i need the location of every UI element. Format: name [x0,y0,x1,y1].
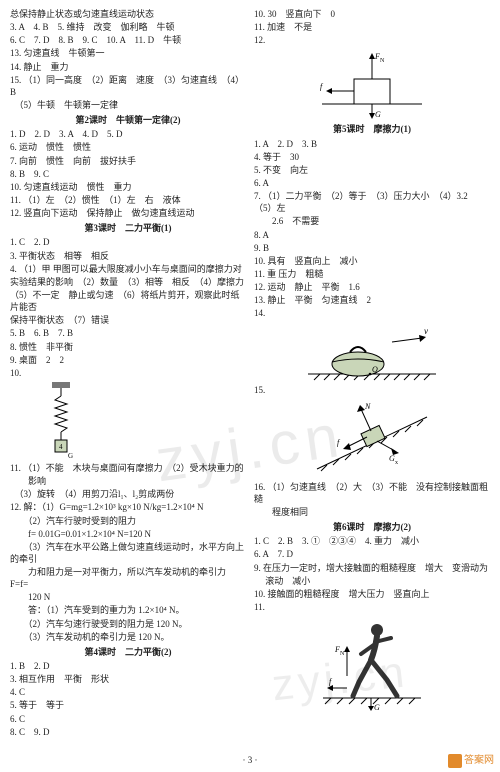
text-line: 2.6 不需要 [254,215,490,227]
text-line: 6. A [254,177,490,189]
svg-text:f: f [320,82,324,91]
text-line: 实验结果的影响 （2）数量 （3）相等 相反 （4）摩擦力 [10,276,246,288]
text-line: 11. （1）左 （2）惯性 （1）左 右 液体 [10,194,246,206]
text-line: 15. （1）同一高度 （2）距离 速度 （3）匀速直线 （4）B [10,74,246,98]
text-line: 14. 静止 重力 [10,61,246,73]
text-line: 10. 匀速直线运动 惯性 重力 [10,181,246,193]
svg-text:f: f [337,438,341,447]
text-line: 1. D 2. D 3. A 4. D 5. D [10,128,246,140]
text-line: 8. 惯性 非平衡 [10,341,246,353]
section-heading: 第5课时 摩擦力(1) [254,123,490,135]
svg-text:O: O [372,365,378,374]
text-line: （2）汽车匀速行驶受到的阻力是 120 N。 [10,618,246,630]
svg-text:G: G [375,110,381,119]
text-line: 120 N [10,591,246,603]
section-heading: 第4课时 二力平衡(2) [10,646,246,658]
right-column: 10. 30 竖直向下 0 11. 加速 不是 12. FN f G [254,8,490,748]
text-line: 10. [10,367,246,379]
figure-box-forces: FN f G [254,49,490,119]
text-line: 13. 匀速直线 牛顿第一 [10,47,246,59]
text-line: 11. [254,601,490,613]
text-line: 7. 向前 惯性 向前 拔好扶手 [10,155,246,167]
text-line: 影响 [10,475,246,487]
text-line: 16. （1）匀速直线 （2）大 （3）不能 没有控制接触面粗糙 [254,481,490,505]
text-line: 8. C 9. D [10,726,246,738]
text-line: 总保持静止状态或匀速直线运动状态 [10,8,246,20]
text-line: 6. A 7. D [254,548,490,560]
text-line: 10. 30 竖直向下 0 [254,8,490,20]
text-line: 1. C 2. B 3. ① ②③④ 4. 重力 减小 [254,535,490,547]
text-line: 9. 在压力一定时，增大接触面的粗糙程度 增大 变滑动为 [254,562,490,574]
text-line: （3）旋转 （4）用剪刀沿l₁、l₂剪成两份 [10,488,246,500]
svg-text:f: f [329,677,333,686]
text-line: 3. 相互作用 平衡 形状 [10,673,246,685]
text-line: （5）不一定 静止或匀速 （6）将纸片剪开，观察此时纸片能否 [10,289,246,313]
text-line: 滚动 减小 [254,575,490,587]
text-line: 10. 具有 竖直向上 减小 [254,255,490,267]
figure-incline: N f Gx [254,399,490,479]
text-line: 1. C 2. D [10,236,246,248]
text-line: 9. B [254,242,490,254]
text-line: 11. 重 压力 粗糙 [254,268,490,280]
page: 总保持静止状态或匀速直线运动状态 3. A 4. B 5. 维持 改变 伽利略 … [0,0,500,772]
text-line: 10. 接触面的粗糙程度 增大压力 竖直向上 [254,588,490,600]
text-line: 4. 等于 30 [254,151,490,163]
svg-text:N: N [364,402,371,411]
text-line: 12. 解：（1）G=mg=1.2×10³ kg×10 N/kg=1.2×10⁴… [10,501,246,513]
text-line: 1. A 2. D 3. B [254,138,490,150]
text-line: 4. （1）甲 甲图可以最大限度减小小车与桌面间的摩擦力对 [10,263,246,275]
text-line: 13. 静止 平衡 匀速直线 2 [254,294,490,306]
text-line: 12. 竖直向下运动 保持静止 做匀速直线运动 [10,207,246,219]
left-column: 总保持静止状态或匀速直线运动状态 3. A 4. B 5. 维持 改变 伽利略 … [10,8,246,748]
text-line: 保持平衡状态 （7）错误 [10,314,246,326]
text-line: 11. （1）不能 木块与桌面间有摩擦力 （2）受木块重力的 [10,462,246,474]
text-line: 程度相同 [254,506,490,518]
svg-text:N: N [340,651,345,657]
section-heading: 第2课时 牛顿第一定律(2) [10,114,246,126]
text-line: 7. （1）二力平衡 （2）等于 （3）压力大小 （4）3.2 （5）左 [254,190,490,214]
text-line: （5）牛顿 牛顿第一定律 [10,99,246,111]
text-line: 14. [254,307,490,319]
svg-text:v: v [424,326,428,336]
svg-text:G: G [374,703,380,711]
text-line: 力和阻力是一对平衡力，所以汽车发动机的牵引力 F=f= [10,566,246,590]
svg-text:G: G [68,452,73,460]
text-line: 3. A 4. B 5. 维持 改变 伽利略 牛顿 [10,21,246,33]
text-line: 6. C [10,713,246,725]
section-heading: 第6课时 摩擦力(2) [254,521,490,533]
text-line: 5. 等于 等于 [10,699,246,711]
badge-icon [448,754,462,768]
page-number: · 3 · [0,754,500,766]
text-line: （3）汽车发动机的牵引力是 120 N。 [10,631,246,643]
text-line: 4. C [10,686,246,698]
text-line: 12. 运动 静止 平衡 1.6 [254,281,490,293]
figure-runner: FN f G [254,616,490,711]
text-line: 答：（1）汽车受到的重力为 1.2×10⁴ N。 [10,604,246,616]
svg-text:N: N [380,58,385,64]
source-badge: 答案网 [448,754,494,768]
svg-text:4: 4 [59,443,63,451]
text-line: 1. B 2. D [10,660,246,672]
text-line: 5. 不变 向左 [254,164,490,176]
figure-spring: 4 G [10,382,246,460]
text-line: （2）汽车行驶时受到的阻力 [10,515,246,527]
section-heading: 第3课时 二力平衡(1) [10,222,246,234]
text-line: 6. C 7. D 8. B 9. C 10. A 11. D 牛顿 [10,34,246,46]
badge-label: 答案网 [464,754,494,768]
figure-curling-stone: v O [254,324,490,382]
text-line: 8. A [254,229,490,241]
text-line: （3）汽车在水平公路上做匀速直线运动时，水平方向上的牵引 [10,541,246,565]
text-line: f= 0.01G=0.01×1.2×10⁴ N=120 N [10,528,246,540]
text-line: 5. B 6. B 7. B [10,327,246,339]
text-line: 3. 平衡状态 相等 相反 [10,250,246,262]
svg-text:x: x [395,460,398,466]
text-line: 9. 桌面 2 2 [10,354,246,366]
text-line: 11. 加速 不是 [254,21,490,33]
text-line: 15. [254,384,490,396]
text-line: 6. 运动 惯性 惯性 [10,141,246,153]
text-line: 8. B 9. C [10,168,246,180]
text-line: 12. [254,34,490,46]
